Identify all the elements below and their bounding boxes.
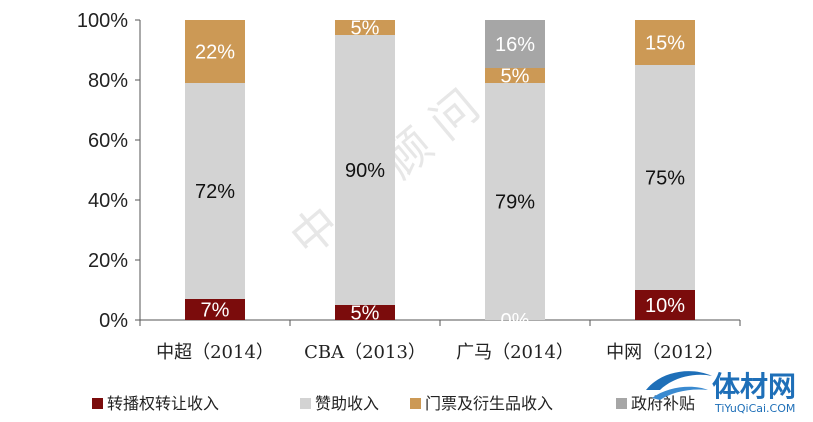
data-label: 0% bbox=[501, 310, 530, 332]
bar-segment bbox=[185, 299, 245, 320]
bar-segment bbox=[185, 20, 245, 83]
data-label: 15% bbox=[645, 33, 685, 55]
bar-segment bbox=[635, 65, 695, 290]
y-tick-label: 80% bbox=[88, 70, 128, 92]
x-category-label: 中网（2012） bbox=[606, 342, 724, 363]
legend-label: 赞助收入 bbox=[315, 394, 379, 413]
data-label: 72% bbox=[195, 181, 235, 203]
bars-layer bbox=[185, 20, 695, 320]
legend-label: 转播权转让收入 bbox=[107, 394, 219, 413]
data-label: 90% bbox=[345, 160, 385, 182]
data-label: 5% bbox=[351, 18, 380, 40]
legend-label: 政府补贴 bbox=[631, 394, 695, 413]
bar-segment bbox=[485, 83, 545, 320]
y-tick-label: 0% bbox=[99, 310, 128, 332]
x-category-label: 中超（2014） bbox=[156, 342, 274, 363]
y-tick-label: 60% bbox=[88, 130, 128, 152]
data-label: 10% bbox=[645, 295, 685, 317]
bar-segment bbox=[185, 83, 245, 299]
bar-segment bbox=[635, 290, 695, 320]
data-label: 79% bbox=[495, 192, 535, 214]
bar-segment bbox=[335, 35, 395, 305]
bar-segment bbox=[485, 68, 545, 83]
legend-swatch bbox=[300, 398, 311, 409]
bar-segment bbox=[335, 305, 395, 320]
y-tick-label: 20% bbox=[88, 250, 128, 272]
y-tick-label: 40% bbox=[88, 190, 128, 212]
bar-segment bbox=[485, 20, 545, 68]
legend-swatch bbox=[410, 398, 421, 409]
x-category-label: 广马（2014） bbox=[456, 342, 574, 363]
logo-sub: TiYuQiCai.COM bbox=[714, 402, 795, 415]
data-label: 7% bbox=[201, 300, 230, 322]
data-labels-layer: 7% 72% 22% 5% 90% 5% 0% 79% 5% 16% 10% 75% 15% bbox=[195, 18, 685, 333]
y-tick-label: 100% bbox=[77, 10, 128, 32]
data-label: 5% bbox=[351, 303, 380, 325]
axes: 0% 20% 40% 60% 80% 100% 中超（2014） CBA（2013） 广马（20… bbox=[77, 10, 741, 363]
data-label: 5% bbox=[501, 66, 530, 88]
x-category-label: CBA（2013） bbox=[304, 342, 426, 363]
legend-label: 门票及衍生品收入 bbox=[425, 394, 553, 413]
logo-swoosh-icon bbox=[646, 371, 712, 390]
data-label: 16% bbox=[495, 34, 535, 56]
logo-name: 体材网 bbox=[712, 370, 796, 403]
legend-swatch bbox=[616, 398, 627, 409]
data-label: 75% bbox=[645, 168, 685, 190]
data-label: 22% bbox=[195, 42, 235, 64]
legend-swatch bbox=[92, 398, 103, 409]
logo-swoosh-icon bbox=[652, 386, 708, 400]
bar-segment bbox=[335, 20, 395, 35]
site-logo: 体材网 TiYuQiCai.COM bbox=[646, 370, 796, 415]
legend: 转播权转让收入 赞助收入 门票及衍生品收入 政府补贴 bbox=[92, 394, 695, 413]
bar-segment bbox=[635, 20, 695, 65]
